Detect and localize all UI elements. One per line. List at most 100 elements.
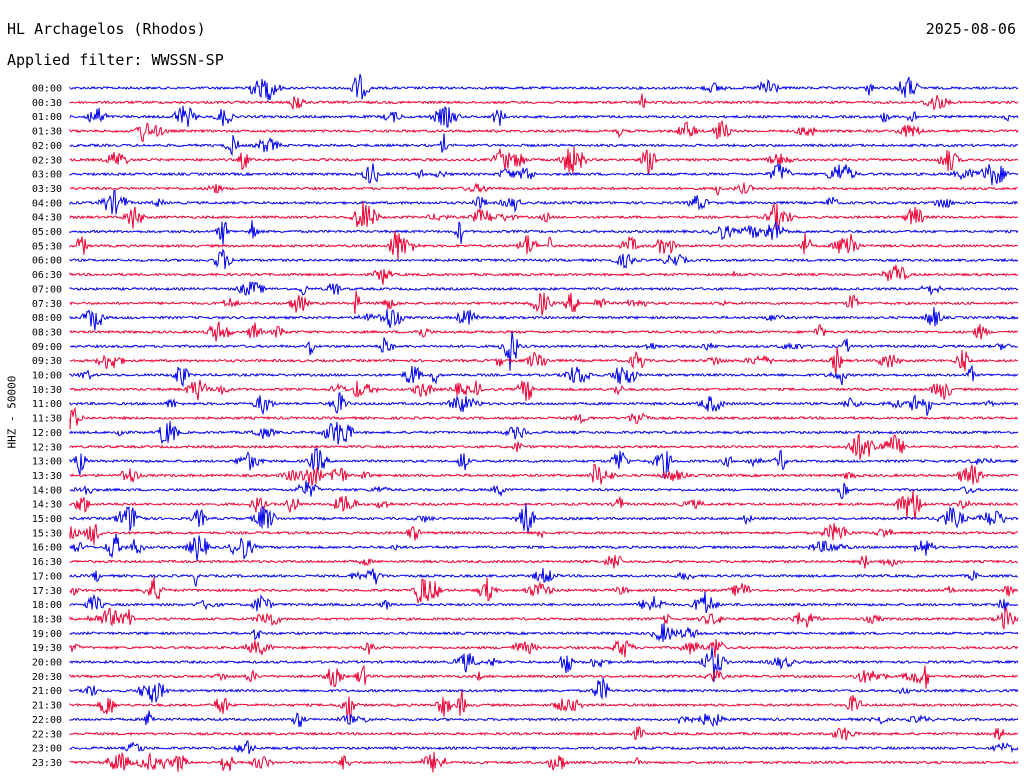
time-label: 02:00 [32, 141, 62, 152]
time-label: 05:00 [32, 227, 62, 238]
time-label: 18:00 [32, 600, 62, 611]
record-date: 2025-08-06 [925, 20, 1016, 38]
seismic-trace [69, 331, 1019, 371]
time-label: 12:00 [32, 428, 62, 439]
time-label: 00:00 [32, 84, 62, 95]
time-label: 01:30 [32, 127, 62, 138]
seismic-trace [69, 264, 1019, 285]
time-label: 09:00 [32, 342, 62, 353]
seismic-trace [69, 291, 1019, 316]
seismic-trace [69, 639, 1019, 658]
time-label: 06:00 [32, 256, 62, 267]
seismic-trace [69, 490, 1019, 520]
time-label: 21:30 [32, 701, 62, 712]
seismic-trace [69, 725, 1019, 741]
seismic-trace [69, 120, 1019, 143]
seismic-trace [69, 555, 1019, 569]
seismic-trace [69, 189, 1019, 215]
time-label: 19:30 [32, 643, 62, 654]
time-label: 10:00 [32, 371, 62, 382]
time-label: 03:30 [32, 184, 62, 195]
time-label: 22:30 [32, 729, 62, 740]
seismic-trace [69, 379, 1019, 402]
time-label: 17:00 [32, 571, 62, 582]
station-title: HL Archagelos (Rhodos) [7, 20, 206, 38]
seismic-trace [69, 220, 1019, 246]
filter-label: Applied filter: WWSSN-SP [7, 51, 224, 69]
time-label: 13:00 [32, 457, 62, 468]
seismic-trace [69, 105, 1019, 128]
time-label: 03:00 [32, 170, 62, 181]
seismic-trace [69, 93, 1019, 111]
seismic-trace [69, 281, 1019, 297]
time-label: 01:00 [32, 112, 62, 123]
seismic-trace [69, 347, 1019, 375]
time-label: 08:00 [32, 313, 62, 324]
seismic-trace [69, 406, 1018, 430]
seismic-trace [69, 133, 1019, 157]
time-label: 08:30 [32, 327, 62, 338]
seismic-trace [69, 664, 1019, 689]
time-label: 23:00 [32, 744, 62, 755]
seismic-trace [69, 421, 1019, 445]
time-label: 11:00 [32, 399, 62, 410]
time-label: 06:30 [32, 270, 62, 281]
time-label: 18:30 [32, 614, 62, 625]
seismic-trace [69, 533, 1019, 561]
time-label: 09:30 [32, 356, 62, 367]
time-label: 10:30 [32, 385, 62, 396]
time-label: 07:00 [32, 284, 62, 295]
time-label: 15:30 [32, 528, 62, 539]
time-label: 20:00 [32, 658, 62, 669]
seismic-trace [69, 740, 1019, 754]
seismic-trace [69, 623, 1019, 643]
time-label: 22:00 [32, 715, 62, 726]
seismic-trace [69, 248, 1019, 270]
seismic-trace [69, 182, 1018, 196]
seismic-trace [69, 690, 1019, 722]
time-label: 04:00 [32, 198, 62, 209]
seismic-trace [69, 591, 1019, 614]
time-label: 12:30 [32, 442, 62, 453]
seismic-trace [69, 392, 1019, 416]
seismic-trace [69, 201, 1019, 231]
seismic-trace [69, 522, 1018, 545]
time-label: 16:30 [32, 557, 62, 568]
time-label: 02:30 [32, 155, 62, 166]
time-label: 23:30 [32, 758, 62, 769]
time-label: 00:30 [32, 98, 62, 109]
seismic-trace [69, 677, 1019, 703]
seismic-trace [69, 577, 1019, 605]
seismic-trace [69, 503, 1019, 533]
time-label: 07:30 [32, 299, 62, 310]
seismic-trace [69, 162, 1019, 186]
seismic-trace [69, 307, 1019, 331]
seismic-trace [69, 433, 1019, 460]
time-label: 14:00 [32, 485, 62, 496]
seismic-trace [69, 710, 1019, 728]
seismic-trace [69, 751, 1019, 773]
seismic-trace [69, 607, 1019, 631]
seismic-trace [69, 568, 1019, 588]
seismic-trace [69, 647, 1019, 683]
time-label: 13:30 [32, 471, 62, 482]
seismic-trace [69, 321, 1018, 342]
time-label: 17:30 [32, 586, 62, 597]
time-label: 21:00 [32, 686, 62, 697]
time-label: 11:30 [32, 414, 62, 425]
seismic-trace [69, 230, 1019, 260]
time-label: 05:30 [32, 241, 62, 252]
time-label: 04:30 [32, 213, 62, 224]
seismic-trace [69, 364, 1019, 388]
seismic-trace [69, 73, 1019, 101]
seismic-trace [69, 146, 1019, 175]
seismic-trace [69, 446, 1019, 480]
seismic-trace [69, 463, 1019, 486]
time-label: 16:00 [32, 543, 62, 554]
time-label: 19:00 [32, 629, 62, 640]
time-label: 20:30 [32, 672, 62, 683]
time-label: 15:00 [32, 514, 62, 525]
seismic-trace [69, 480, 1019, 500]
time-label: 14:30 [32, 500, 62, 511]
